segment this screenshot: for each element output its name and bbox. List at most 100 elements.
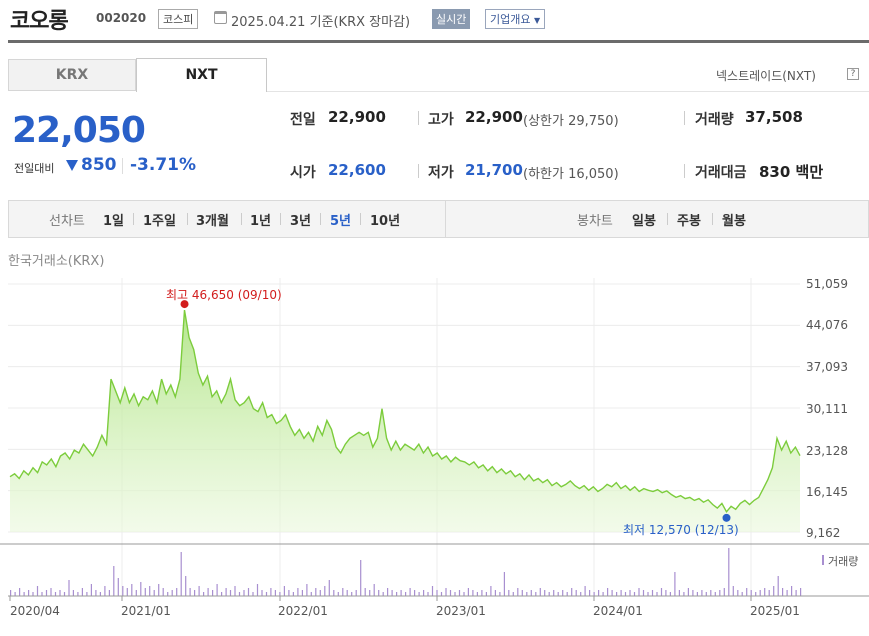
amount-value: 830 백만 [759,163,824,181]
price-chart[interactable] [0,270,869,636]
volume-bar [454,592,456,596]
volume-bar [472,590,474,596]
volume-bar [41,592,43,596]
volume-bar [108,590,110,596]
realtime-button[interactable]: 실시간 [432,9,471,29]
amount-label: 거래대금 [695,165,747,181]
volume-bar [23,592,25,596]
volume-bar [10,590,12,596]
volume-bar [544,590,546,596]
candle-chart-label: 봉차트 [577,214,613,229]
candle-monthly[interactable]: 월봉 [722,214,746,229]
x-tick: 2020/04 [10,604,60,618]
volume-legend: 거래량 [828,555,859,568]
volume-bar [683,592,685,596]
y-tick: 51,059 [806,277,848,291]
volume-bar [651,590,654,596]
volume-bar [598,590,600,596]
volume-bar [777,576,779,596]
company-overview-button[interactable]: 기업개요 ▼ [485,9,546,29]
volume-bar [440,592,443,596]
volume-bar [642,590,645,596]
period-separator [360,213,361,225]
period-separator [712,213,713,225]
volume-bar [656,592,658,596]
x-tick: 2021/01 [121,604,171,618]
exchange-label: 한국거래소(KRX) [8,254,105,269]
volume-bar [503,572,505,596]
volume-bar [499,592,501,596]
volume-bar [445,588,447,596]
tab-krx[interactable]: KRX [8,59,136,91]
volume-bar [611,590,613,596]
upper-limit: (상한가 29,750) [523,114,619,129]
volume-bar [624,592,627,596]
volume-bar [342,588,344,596]
help-icon[interactable]: ? [847,68,859,80]
volume-bar [252,592,254,596]
prev-close-label: 전일 [290,112,316,128]
volume-bar [710,590,712,596]
volume-bar [732,586,734,596]
volume-bar [737,590,739,596]
stat-separator [418,164,419,178]
volume-bar [526,592,528,596]
volume-bar [584,586,586,596]
period-separator [133,213,134,225]
volume-bar [602,592,604,596]
volume-bar [378,590,380,596]
open-label: 시가 [290,165,316,181]
period-1w[interactable]: 1주일 [143,214,176,229]
volume-bar [369,590,371,596]
period-1d[interactable]: 1일 [103,214,125,229]
volume-bar [674,572,676,596]
volume-bar [494,590,496,596]
candle-weekly[interactable]: 주봉 [677,214,701,229]
period-10y[interactable]: 10년 [370,214,401,229]
volume-bar [355,590,357,596]
y-tick: 9,162 [806,526,841,540]
volume-bar [364,588,366,596]
volume-bar [207,588,209,596]
volume-bar [458,590,461,596]
low-value: 21,700 [465,161,523,179]
y-tick: 16,145 [806,485,848,499]
period-1y[interactable]: 1년 [250,214,272,229]
candle-daily[interactable]: 일봉 [632,214,656,229]
volume-bar [589,590,591,596]
volume-bar [328,580,330,596]
volume-bar [382,592,384,596]
volume-bar [723,588,725,596]
volume-bar [764,588,766,596]
period-5y[interactable]: 5년 [330,214,352,229]
nextrade-link[interactable]: 넥스트레이드(NXT) [716,69,816,83]
period-3y[interactable]: 3년 [290,214,312,229]
line-chart-label: 선차트 [49,214,85,229]
volume-bar [517,588,519,596]
volume-bar [566,592,568,596]
volume-bar [171,590,173,596]
volume-bar [270,588,272,596]
volume-bar [669,592,671,596]
volume-bar [351,592,353,596]
tab-nxt[interactable]: NXT [136,58,267,92]
volume-bar [782,588,784,596]
header-divider [8,40,869,43]
volume-bar [261,590,263,596]
volume-bar [32,592,34,596]
volume-bar [409,588,411,596]
volume-bar [77,592,79,596]
volume-bar [117,578,119,596]
volume-bar [113,566,115,596]
change-value: 850 [81,155,117,175]
period-3m[interactable]: 3개월 [196,214,229,229]
period-separator [280,213,281,225]
volume-bar [19,588,21,596]
volume-bar [144,588,146,596]
volume-bar [63,592,66,596]
x-tick: 2024/01 [593,604,643,618]
volume-bar [508,590,510,596]
volume-bar [418,592,420,596]
volume-legend-swatch [822,555,824,565]
volume-bar [530,590,532,596]
